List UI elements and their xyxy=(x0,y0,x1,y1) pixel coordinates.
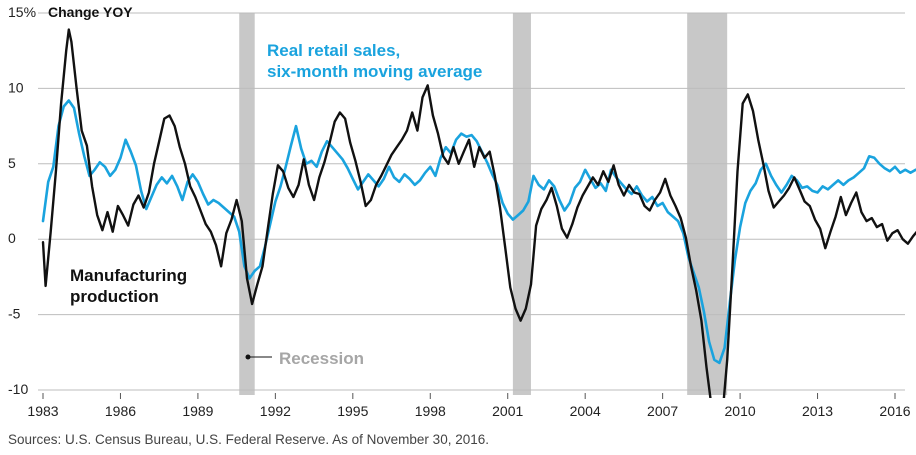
y-tick-label: 0 xyxy=(8,230,16,246)
x-tick-label: 2001 xyxy=(492,403,523,419)
y-tick-label: 15% xyxy=(8,4,36,20)
retail-sales-label-line2: six-month moving average xyxy=(267,62,482,81)
x-tick-label: 2013 xyxy=(802,403,833,419)
manufacturing-label-line2: production xyxy=(70,287,159,306)
x-tick-label: 1989 xyxy=(182,403,213,419)
manufacturing-line xyxy=(41,28,916,398)
x-tick-label: 1992 xyxy=(260,403,291,419)
manufacturing-label-line1: Manufacturing xyxy=(70,266,187,285)
x-tick-label: 1995 xyxy=(337,403,368,419)
y-unit-label: Change YOY xyxy=(48,4,133,20)
source-note: Sources: U.S. Census Bureau, U.S. Federa… xyxy=(8,432,489,447)
x-axis: 1983 1986 1989 1992 1995 1998 2001 2004 2007 2010… xyxy=(27,393,911,419)
x-tick-label: 2010 xyxy=(725,403,756,419)
series-lines xyxy=(41,28,916,398)
retail-sales-label-line1: Real retail sales, xyxy=(267,41,400,60)
recession-band-1 xyxy=(239,13,255,395)
recession-label: Recession xyxy=(279,349,364,368)
chart-svg: 15% 10 5 0 -5 -10 1983 1986 1989 1992 1995 1998 200… xyxy=(8,4,916,419)
retail-sales-line xyxy=(41,99,916,365)
x-tick-label: 2016 xyxy=(879,403,910,419)
x-tick-label: 1986 xyxy=(105,403,136,419)
x-tick-label: 1998 xyxy=(415,403,446,419)
x-tick-label: 2004 xyxy=(570,403,601,419)
y-tick-label: 5 xyxy=(8,155,16,171)
y-axis: 15% 10 5 0 -5 -10 xyxy=(8,4,36,397)
y-tick-label: 10 xyxy=(8,79,24,95)
x-tick-label: 1983 xyxy=(27,403,58,419)
y-tick-label: -10 xyxy=(8,381,28,397)
recession-band-2 xyxy=(512,13,531,395)
gridlines xyxy=(38,12,905,391)
y-tick-label: -5 xyxy=(8,306,21,322)
x-tick-label: 2007 xyxy=(647,403,678,419)
